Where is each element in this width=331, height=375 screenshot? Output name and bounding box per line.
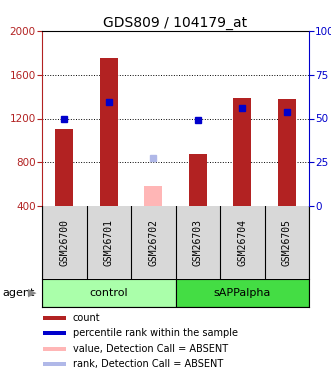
Text: GSM26702: GSM26702 [148, 219, 158, 266]
Text: GSM26701: GSM26701 [104, 219, 114, 266]
Bar [43, 362, 66, 366]
Text: GSM26704: GSM26704 [237, 219, 247, 266]
Text: GSM26703: GSM26703 [193, 219, 203, 266]
Bar [278, 99, 296, 206]
Text: GSM26705: GSM26705 [282, 219, 292, 266]
Bar [233, 98, 251, 206]
Text: percentile rank within the sample: percentile rank within the sample [73, 328, 238, 338]
Bar [43, 316, 66, 320]
Text: GSM26700: GSM26700 [59, 219, 69, 266]
Text: control: control [89, 288, 128, 298]
Text: sAPPalpha: sAPPalpha [213, 288, 271, 298]
Text: agent: agent [2, 288, 34, 298]
Bar [43, 331, 66, 335]
Bar [175, 279, 309, 307]
Bar [189, 153, 207, 206]
Bar [55, 129, 73, 206]
Text: value, Detection Call = ABSENT: value, Detection Call = ABSENT [73, 344, 228, 354]
Text: ▶: ▶ [28, 288, 36, 298]
Bar [42, 279, 175, 307]
Bar [43, 346, 66, 351]
Bar [144, 186, 162, 206]
Text: rank, Detection Call = ABSENT: rank, Detection Call = ABSENT [73, 359, 223, 369]
Title: GDS809 / 104179_at: GDS809 / 104179_at [104, 16, 248, 30]
Text: count: count [73, 313, 100, 323]
Bar [100, 58, 118, 206]
